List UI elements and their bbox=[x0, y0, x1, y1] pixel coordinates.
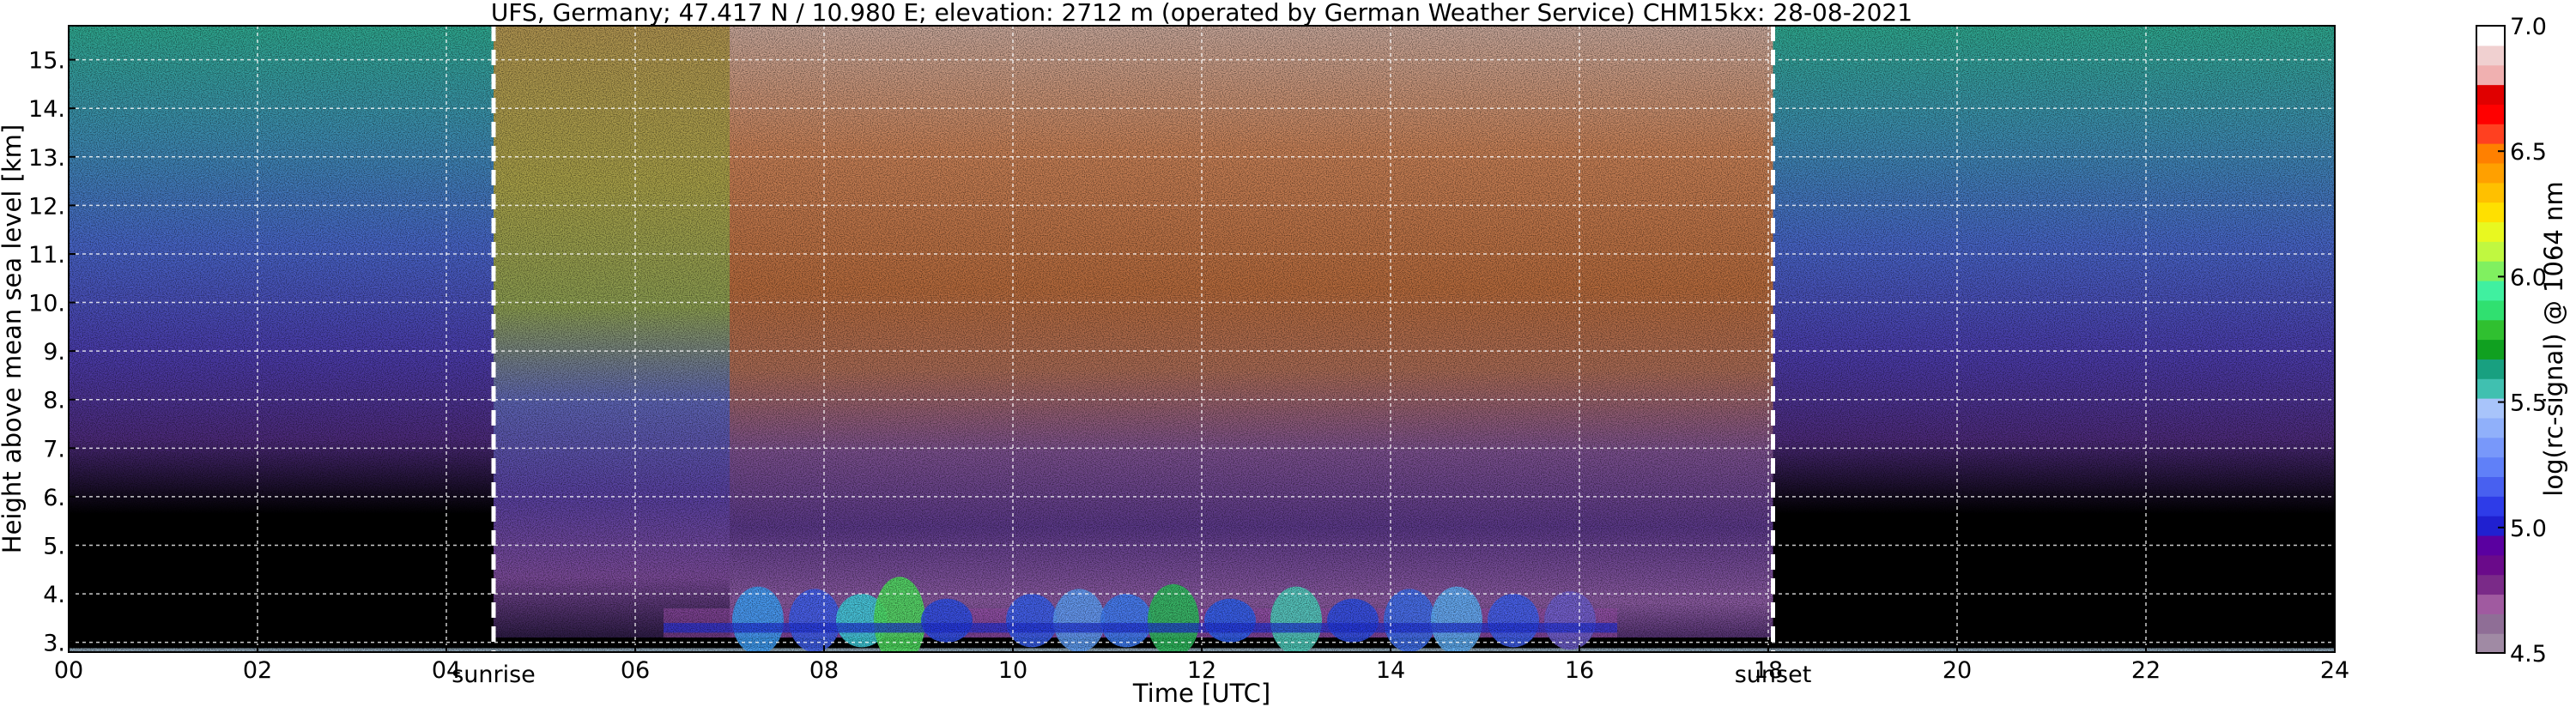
chart-title: UFS, Germany; 47.417 N / 10.980 E; eleva… bbox=[491, 0, 1912, 27]
x-tick-label: 22 bbox=[2131, 657, 2161, 684]
colorbar-segment bbox=[2476, 554, 2505, 576]
sun-event-lines bbox=[491, 26, 1775, 652]
y-tick-label: 12. bbox=[28, 193, 65, 220]
colorbar-segment bbox=[2476, 182, 2505, 203]
colorbar-segment bbox=[2476, 574, 2505, 595]
x-tick-label: 10 bbox=[998, 657, 1027, 684]
colorbar-ticks: 4.5 5.0 5.5 6.0 6.5 7.0 bbox=[2498, 14, 2547, 668]
colorbar-tick-label: 7.0 bbox=[2510, 14, 2547, 40]
colorbar-segment bbox=[2476, 359, 2505, 379]
y-tick-label: 7. bbox=[43, 436, 65, 462]
colorbar-segment bbox=[2476, 221, 2505, 242]
colorbar bbox=[2476, 26, 2505, 654]
colorbar-segment bbox=[2476, 398, 2505, 419]
colorbar-frame bbox=[2476, 25, 2506, 654]
x-tick-label: 18 bbox=[1754, 657, 1783, 684]
colorbar-tick-label: 5.5 bbox=[2510, 390, 2547, 417]
x-tick-label: 02 bbox=[243, 657, 272, 684]
y-tick-label: 11. bbox=[28, 242, 65, 269]
x-tick-label: 14 bbox=[1376, 657, 1405, 684]
colorbar-segment bbox=[2476, 124, 2505, 144]
y-tick-label: 6. bbox=[43, 485, 65, 511]
colorbar-segment bbox=[2476, 261, 2505, 281]
colorbar-segment bbox=[2476, 104, 2505, 124]
colorbar-segment bbox=[2476, 299, 2505, 321]
y-tick-label: 8. bbox=[43, 388, 65, 414]
colorbar-segment bbox=[2476, 280, 2505, 301]
colorbar-tick-label: 6.5 bbox=[2510, 139, 2547, 166]
colorbar-tick-label: 4.5 bbox=[2510, 641, 2547, 668]
x-axis-title: Time [UTC] bbox=[1132, 679, 1270, 707]
colorbar-segment bbox=[2476, 339, 2505, 360]
colorbar-segment bbox=[2476, 437, 2505, 458]
colorbar-segment bbox=[2476, 417, 2505, 438]
colorbar-segment bbox=[2476, 496, 2505, 517]
x-tick-label: 06 bbox=[621, 657, 650, 684]
colorbar-segment bbox=[2476, 241, 2505, 262]
annotations: sunrise sunset bbox=[452, 662, 1811, 688]
x-axis-ticks: 00 02 04 06 08 10 12 14 16 18 20 22 24 bbox=[54, 645, 2349, 684]
colorbar-tick-label: 5.0 bbox=[2510, 516, 2547, 542]
signal-noise-texture bbox=[69, 26, 2335, 652]
y-tick-label: 13. bbox=[28, 145, 65, 172]
y-tick-label: 3. bbox=[43, 631, 65, 657]
x-tick-label: 08 bbox=[809, 657, 839, 684]
colorbar-segment bbox=[2476, 516, 2505, 536]
colorbar-segment bbox=[2476, 45, 2505, 66]
x-tick-label: 24 bbox=[2320, 657, 2349, 684]
grid bbox=[68, 26, 2336, 652]
colorbar-segment bbox=[2476, 594, 2505, 614]
y-tick-label: 10. bbox=[28, 291, 65, 317]
colorbar-segment bbox=[2476, 162, 2505, 184]
colorbar-segment bbox=[2476, 202, 2505, 223]
colorbar-segment bbox=[2476, 319, 2505, 341]
y-tick-label: 14. bbox=[28, 96, 65, 123]
x-tick-label: 04 bbox=[432, 657, 461, 684]
y-axis-ticks: 3. 4. 5. 6. 7. 8. 9. 10. 11. 12. 13. 14. 15. bbox=[28, 48, 76, 657]
colorbar-tick-label: 6.0 bbox=[2510, 264, 2547, 291]
y-tick-label: 5. bbox=[43, 534, 65, 560]
colorbar-segment bbox=[2476, 456, 2505, 478]
colorbar-segment bbox=[2476, 535, 2505, 556]
sunrise-label: sunrise bbox=[452, 662, 536, 688]
x-tick-label: 20 bbox=[1943, 657, 1972, 684]
colorbar-segment bbox=[2476, 476, 2505, 497]
colorbar-segment bbox=[2476, 378, 2505, 399]
colorbar-segment bbox=[2476, 26, 2505, 46]
y-tick-label: 15. bbox=[28, 48, 65, 75]
colorbar-title: log(rc-signal) @ 1064 nm bbox=[2539, 181, 2568, 496]
colorbar-segment bbox=[2476, 143, 2505, 164]
y-tick-label: 9. bbox=[43, 339, 65, 366]
colorbar-segment bbox=[2476, 64, 2505, 86]
sunset-label: sunset bbox=[1735, 662, 1812, 688]
colorbar-segment bbox=[2476, 613, 2505, 634]
colorbar-segment bbox=[2476, 633, 2505, 654]
y-tick-label: 4. bbox=[43, 582, 65, 608]
x-tick-label: 16 bbox=[1565, 657, 1594, 684]
x-tick-label: 12 bbox=[1187, 657, 1216, 684]
colorbar-segment bbox=[2476, 84, 2505, 105]
x-tick-label: 00 bbox=[54, 657, 83, 684]
y-axis-title: Height above mean sea level [km] bbox=[0, 124, 27, 553]
